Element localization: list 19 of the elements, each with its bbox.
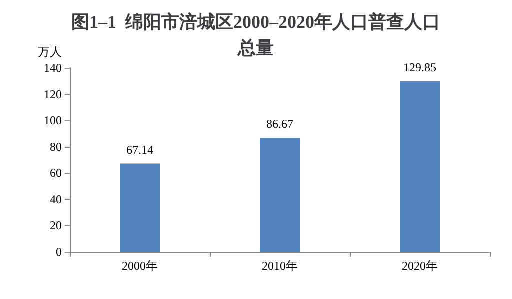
chart-title: 图1–1 绵阳市涪城区2000–2020年人口普查人口总量 [72, 12, 440, 58]
y-tick-label: 20 [50, 218, 62, 233]
y-tick-label: 100 [44, 114, 62, 128]
y-tick-label: 120 [44, 87, 62, 102]
y-tick-label: 40 [50, 192, 62, 206]
y-tick-label: 140 [44, 61, 62, 75]
data-label: 129.85 [404, 60, 436, 74]
data-label: 67.14 [126, 142, 154, 157]
x-tick-label: 2010年 [262, 259, 298, 273]
y-tick-label: 0 [56, 245, 62, 259]
x-tick-label: 2000年 [122, 259, 158, 273]
bar [120, 164, 160, 252]
bar [260, 138, 300, 252]
y-tick-label: 60 [50, 166, 62, 180]
x-tick-label: 2020年 [402, 259, 438, 273]
y-tick-label: 80 [50, 140, 62, 154]
data-label: 86.67 [266, 117, 294, 132]
bar [400, 81, 440, 252]
y-axis-title: 万人 [38, 45, 62, 59]
